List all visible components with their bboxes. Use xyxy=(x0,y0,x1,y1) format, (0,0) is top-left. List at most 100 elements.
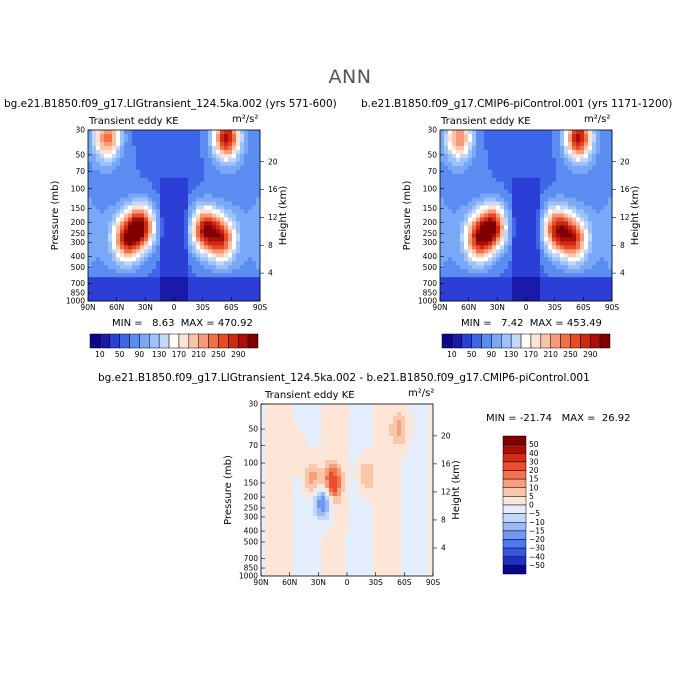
field-cell xyxy=(88,269,93,274)
field-cell xyxy=(608,233,613,238)
field-cell xyxy=(305,508,310,513)
field-cell xyxy=(228,153,233,159)
field-cell xyxy=(160,293,165,298)
right-tick-label: 16 xyxy=(620,185,630,194)
field-cell xyxy=(132,245,137,250)
field-cell xyxy=(488,213,493,218)
field-cell xyxy=(180,245,185,250)
field-cell xyxy=(172,185,177,191)
field-cell xyxy=(576,237,581,242)
field-cell xyxy=(329,432,334,437)
field-cell xyxy=(460,269,465,274)
field-cell xyxy=(512,157,517,163)
field-cell xyxy=(188,225,193,230)
field-cell xyxy=(224,297,229,302)
field-cell xyxy=(604,249,609,254)
field-cell xyxy=(317,404,322,409)
field-cell xyxy=(104,137,109,143)
field-cell xyxy=(244,249,249,254)
field-cell xyxy=(544,249,549,254)
field-cell xyxy=(192,165,197,171)
field-cell xyxy=(448,277,453,282)
field-cell xyxy=(568,137,573,143)
field-cell xyxy=(168,153,173,159)
field-cell xyxy=(188,285,193,290)
field-cell xyxy=(548,130,553,135)
field-cell xyxy=(124,297,129,302)
field-cell xyxy=(188,169,193,175)
field-cell xyxy=(200,141,205,147)
field-cell xyxy=(256,177,261,183)
field-cell xyxy=(164,177,169,183)
field-cell xyxy=(440,217,445,222)
field-cell xyxy=(200,281,205,286)
field-cell xyxy=(576,201,581,207)
field-cell xyxy=(532,201,537,207)
field-cell xyxy=(580,137,585,143)
field-cell xyxy=(528,193,533,199)
field-cell xyxy=(256,141,261,147)
field-cell xyxy=(277,572,282,577)
field-cell xyxy=(604,241,609,246)
field-cell xyxy=(472,269,477,274)
field-cell xyxy=(536,169,541,175)
field-cell xyxy=(252,161,257,167)
field-cell xyxy=(596,261,601,266)
field-cell xyxy=(484,265,489,270)
field-cell xyxy=(172,277,177,282)
field-cell xyxy=(256,145,261,151)
field-cell xyxy=(261,528,266,533)
field-cell xyxy=(468,189,473,195)
field-cell xyxy=(596,257,601,262)
field-cell xyxy=(200,189,205,195)
field-cell xyxy=(357,420,362,425)
field-cell xyxy=(160,281,165,286)
field-cell xyxy=(273,532,278,537)
field-cell xyxy=(488,221,493,226)
field-cell xyxy=(224,245,229,250)
field-cell xyxy=(608,261,613,266)
field-cell xyxy=(560,189,565,195)
field-cell xyxy=(116,221,121,226)
field-cell xyxy=(228,217,233,222)
field-cell xyxy=(321,420,326,425)
field-cell xyxy=(540,281,545,286)
field-cell xyxy=(440,257,445,262)
field-cell xyxy=(520,177,525,183)
field-cell xyxy=(184,297,189,302)
field-cell xyxy=(512,237,517,242)
field-cell xyxy=(88,229,93,234)
field-cell xyxy=(321,568,326,573)
field-cell xyxy=(524,293,529,298)
field-cell xyxy=(361,512,366,517)
field-cell xyxy=(224,145,229,151)
field-cell xyxy=(508,233,513,238)
field-cell xyxy=(116,137,121,143)
field-cell xyxy=(224,233,229,238)
field-cell xyxy=(508,189,513,195)
field-cell xyxy=(349,420,354,425)
field-cell xyxy=(333,484,338,489)
field-cell xyxy=(333,544,338,549)
field-cell xyxy=(361,472,366,477)
min-label-top-left: MIN = 8.63 MAX = 470.92 xyxy=(112,318,253,329)
right-tick-label: 16 xyxy=(268,185,278,194)
field-cell xyxy=(504,137,509,143)
field-cell xyxy=(297,408,302,413)
field-cell xyxy=(156,277,161,282)
field-cell xyxy=(357,416,362,421)
field-cell xyxy=(180,289,185,294)
field-cell xyxy=(168,161,173,167)
field-cell xyxy=(220,289,225,294)
field-cell xyxy=(460,205,465,211)
field-cell xyxy=(524,265,529,270)
field-cell xyxy=(228,261,233,266)
field-cell xyxy=(588,233,593,238)
field-cell xyxy=(285,448,290,453)
field-cell xyxy=(452,137,457,143)
field-cell xyxy=(592,269,597,274)
field-cell xyxy=(337,552,342,557)
colorbar-swatch xyxy=(99,333,111,349)
field-cell xyxy=(293,416,298,421)
field-cell xyxy=(176,157,181,163)
